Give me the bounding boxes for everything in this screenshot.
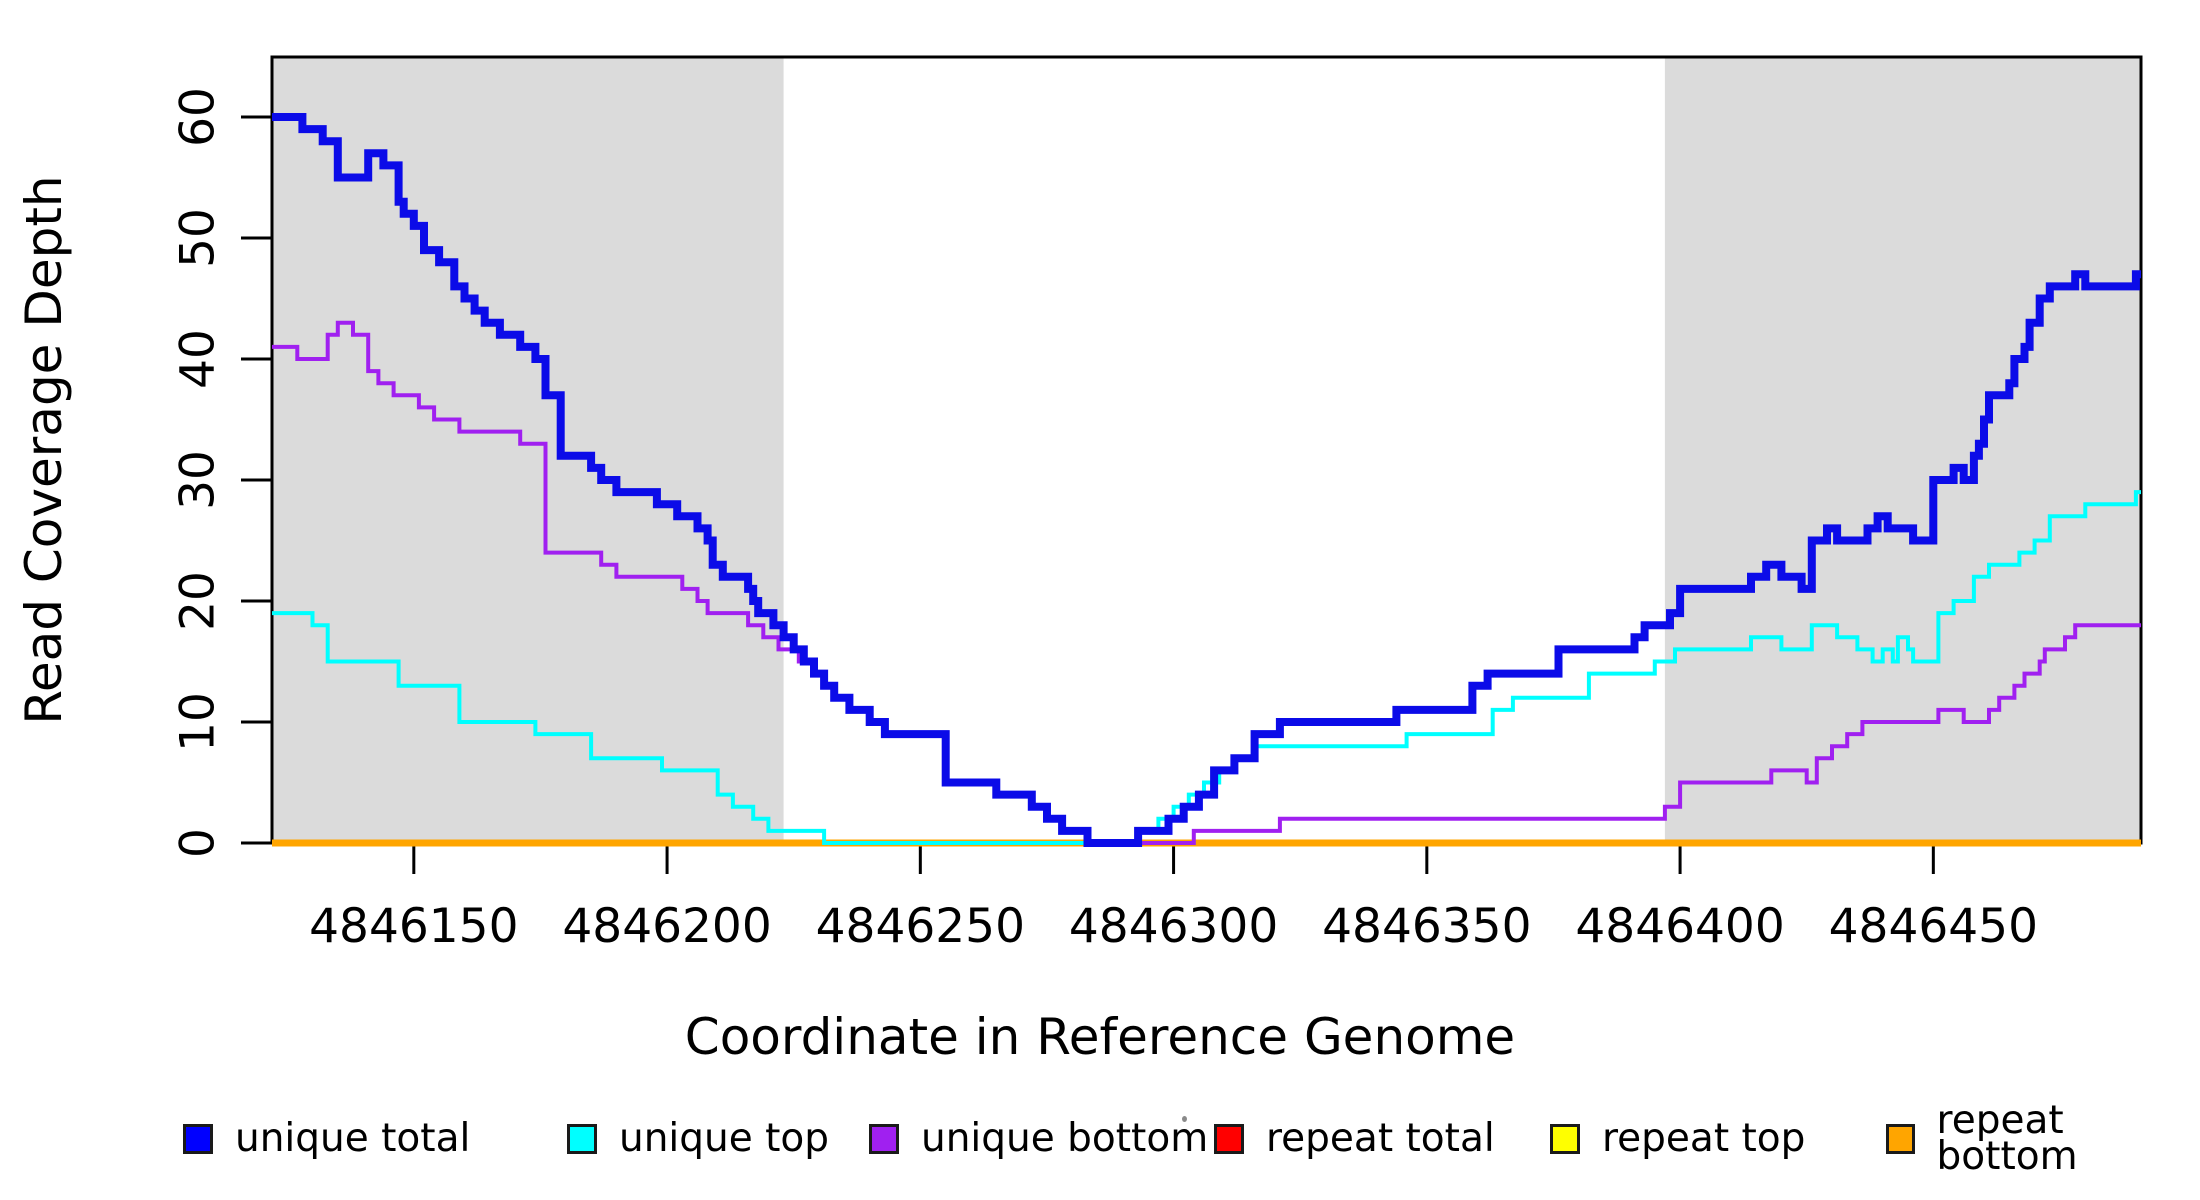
legend: unique total unique top unique bottom re… <box>0 1101 2200 1176</box>
unique-total-swatch-icon <box>183 1124 213 1154</box>
shaded-region <box>272 57 784 843</box>
x-tick-label: 4846350 <box>1322 899 1531 954</box>
legend-label: repeat total <box>1266 1116 1495 1161</box>
stray-mark-dot <box>1182 1116 1187 1122</box>
repeat-total-swatch-icon <box>1214 1124 1244 1154</box>
x-tick-label: 4846250 <box>816 899 1025 954</box>
legend-label: unique bottom <box>921 1116 1209 1161</box>
y-tick-label: 30 <box>171 450 226 510</box>
data-series <box>272 113 2141 847</box>
y-tick-label: 20 <box>171 571 226 631</box>
y-tick-label: 10 <box>171 692 226 752</box>
legend-item-repeat-total: repeat total <box>1214 1116 1495 1161</box>
repeat-top-swatch-icon <box>1550 1124 1580 1154</box>
x-tick-label: 4846200 <box>562 899 771 954</box>
y-tick-label: 40 <box>171 329 226 389</box>
legend-item-repeat-top: repeat top <box>1550 1116 1806 1161</box>
unique-top-swatch-icon <box>567 1124 597 1154</box>
legend-label: unique total <box>235 1116 471 1161</box>
legend-item-unique-bottom: unique bottom <box>869 1116 1209 1161</box>
x-tick-label: 4846450 <box>1829 899 2038 954</box>
shaded-region <box>1664 57 2141 843</box>
legend-item-unique-top: unique top <box>567 1116 830 1161</box>
axis-ticks <box>241 115 1935 874</box>
y-axis-title: Read Coverage Depth <box>15 175 73 725</box>
x-axis-title: Coordinate in Reference Genome <box>684 1008 1516 1066</box>
axis-tick-labels: 4846150 4846200 4846250 4846300 4846350 48464… <box>171 87 2038 954</box>
legend-item-repeat-bottom: repeat bottom <box>1886 1101 2200 1176</box>
y-tick-label: 0 <box>171 828 226 858</box>
legend-label: repeat top <box>1602 1116 1806 1161</box>
legend-label: unique top <box>619 1116 830 1161</box>
x-tick-label: 4846150 <box>309 899 518 954</box>
series-unique-top <box>272 490 2141 845</box>
x-tick-label: 4846400 <box>1575 899 1784 954</box>
x-tick-label: 4846300 <box>1069 899 1278 954</box>
shaded-regions <box>272 57 2141 843</box>
y-tick-label: 60 <box>171 87 226 147</box>
legend-item-unique-total: unique total <box>183 1116 471 1161</box>
series-unique-total <box>272 113 2141 847</box>
y-tick-label: 50 <box>171 208 226 268</box>
legend-label: repeat bottom <box>1936 1098 2078 1179</box>
repeat-bottom-swatch-icon <box>1886 1124 1915 1154</box>
unique-bottom-swatch-icon <box>869 1124 899 1154</box>
